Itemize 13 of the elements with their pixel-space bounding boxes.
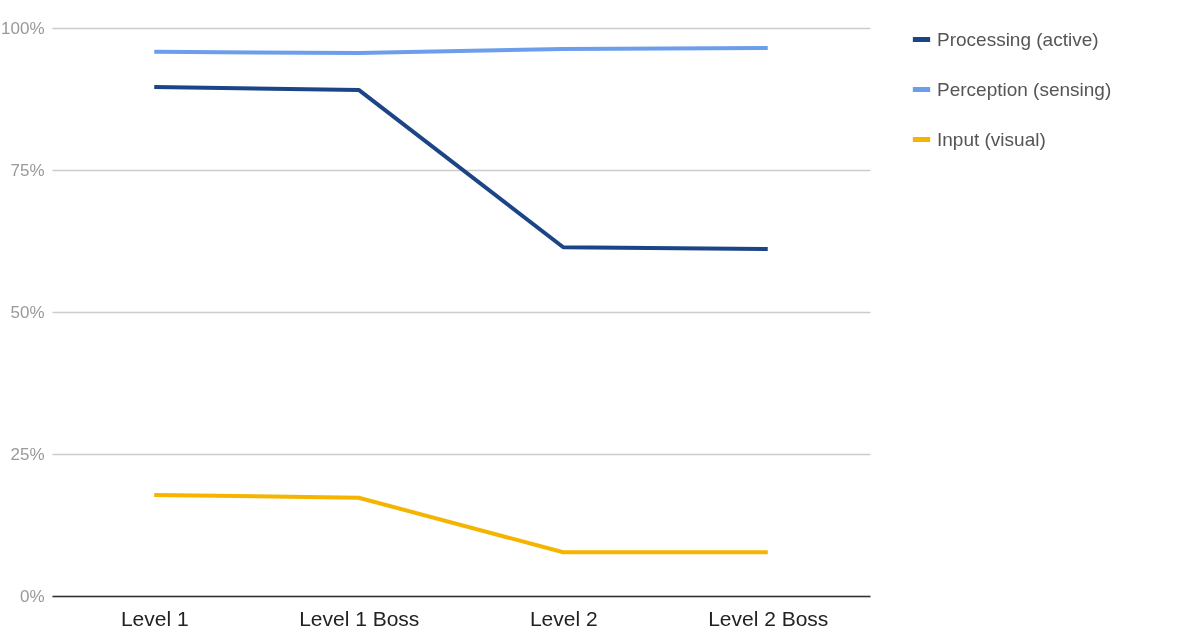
y-tick-label: 75% [10,160,45,180]
x-tick-label: Level 2 [529,606,598,629]
x-tick-label: Level 2 Boss [708,606,829,629]
legend-label: Input (visual) [937,128,1046,150]
x-tick-label: Level 1 [120,606,189,629]
y-tick-label: 0% [19,586,45,606]
y-tick-label: 25% [10,444,45,464]
legend-label: Perception (sensing) [937,78,1112,100]
y-tick-label: 100% [1,18,45,38]
x-tick-label: Level 1 Boss [299,606,420,629]
y-tick-label: 50% [10,302,45,322]
line-series [152,85,770,251]
legend-label: Processing (active) [937,28,1099,50]
